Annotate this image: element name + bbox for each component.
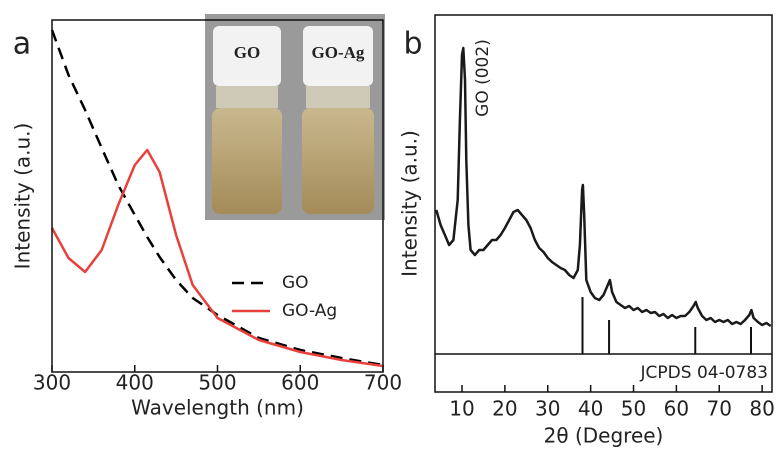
panel-label: b xyxy=(403,27,422,62)
x-tick-label: 400 xyxy=(116,371,154,395)
inset-label: GO-Ag xyxy=(312,43,365,62)
x-tick-label: 40 xyxy=(578,397,603,421)
x-tick-label: 500 xyxy=(198,371,236,395)
x-tick-label: 70 xyxy=(707,397,732,421)
panel-label: a xyxy=(13,27,31,62)
x-tick-label: 20 xyxy=(492,397,517,421)
x-axis-title: Wavelength (nm) xyxy=(131,396,304,420)
plot-frame xyxy=(434,14,773,393)
x-tick-label: 300 xyxy=(33,371,71,395)
plot-frame xyxy=(51,19,384,373)
x-tick-label: 600 xyxy=(281,371,319,395)
series-line xyxy=(50,29,384,367)
y-axis-title: Intensity (a.u.) xyxy=(11,123,35,270)
x-tick-label: 30 xyxy=(535,397,560,421)
x-tick-label: 80 xyxy=(749,397,774,421)
x-tick-label: 60 xyxy=(664,397,689,421)
inset-label: GO xyxy=(234,43,260,62)
x-tick-label: 10 xyxy=(449,397,474,421)
y-axis-title: Intensity (a.u.) xyxy=(398,130,422,277)
reference-label: JCPDS 04-0783 xyxy=(640,363,768,383)
x-tick-label: 50 xyxy=(621,397,646,421)
inset-photo: GO GO-Ag xyxy=(205,14,385,220)
series-line xyxy=(435,46,772,328)
x-tick-label: 700 xyxy=(364,371,402,395)
legend-label: GO-Ag xyxy=(282,301,337,321)
legend-label: GO xyxy=(282,273,309,293)
x-axis-title: 2θ (Degree) xyxy=(544,424,664,448)
series-line xyxy=(50,148,384,368)
peak-annotation: GO (002) xyxy=(473,39,493,117)
